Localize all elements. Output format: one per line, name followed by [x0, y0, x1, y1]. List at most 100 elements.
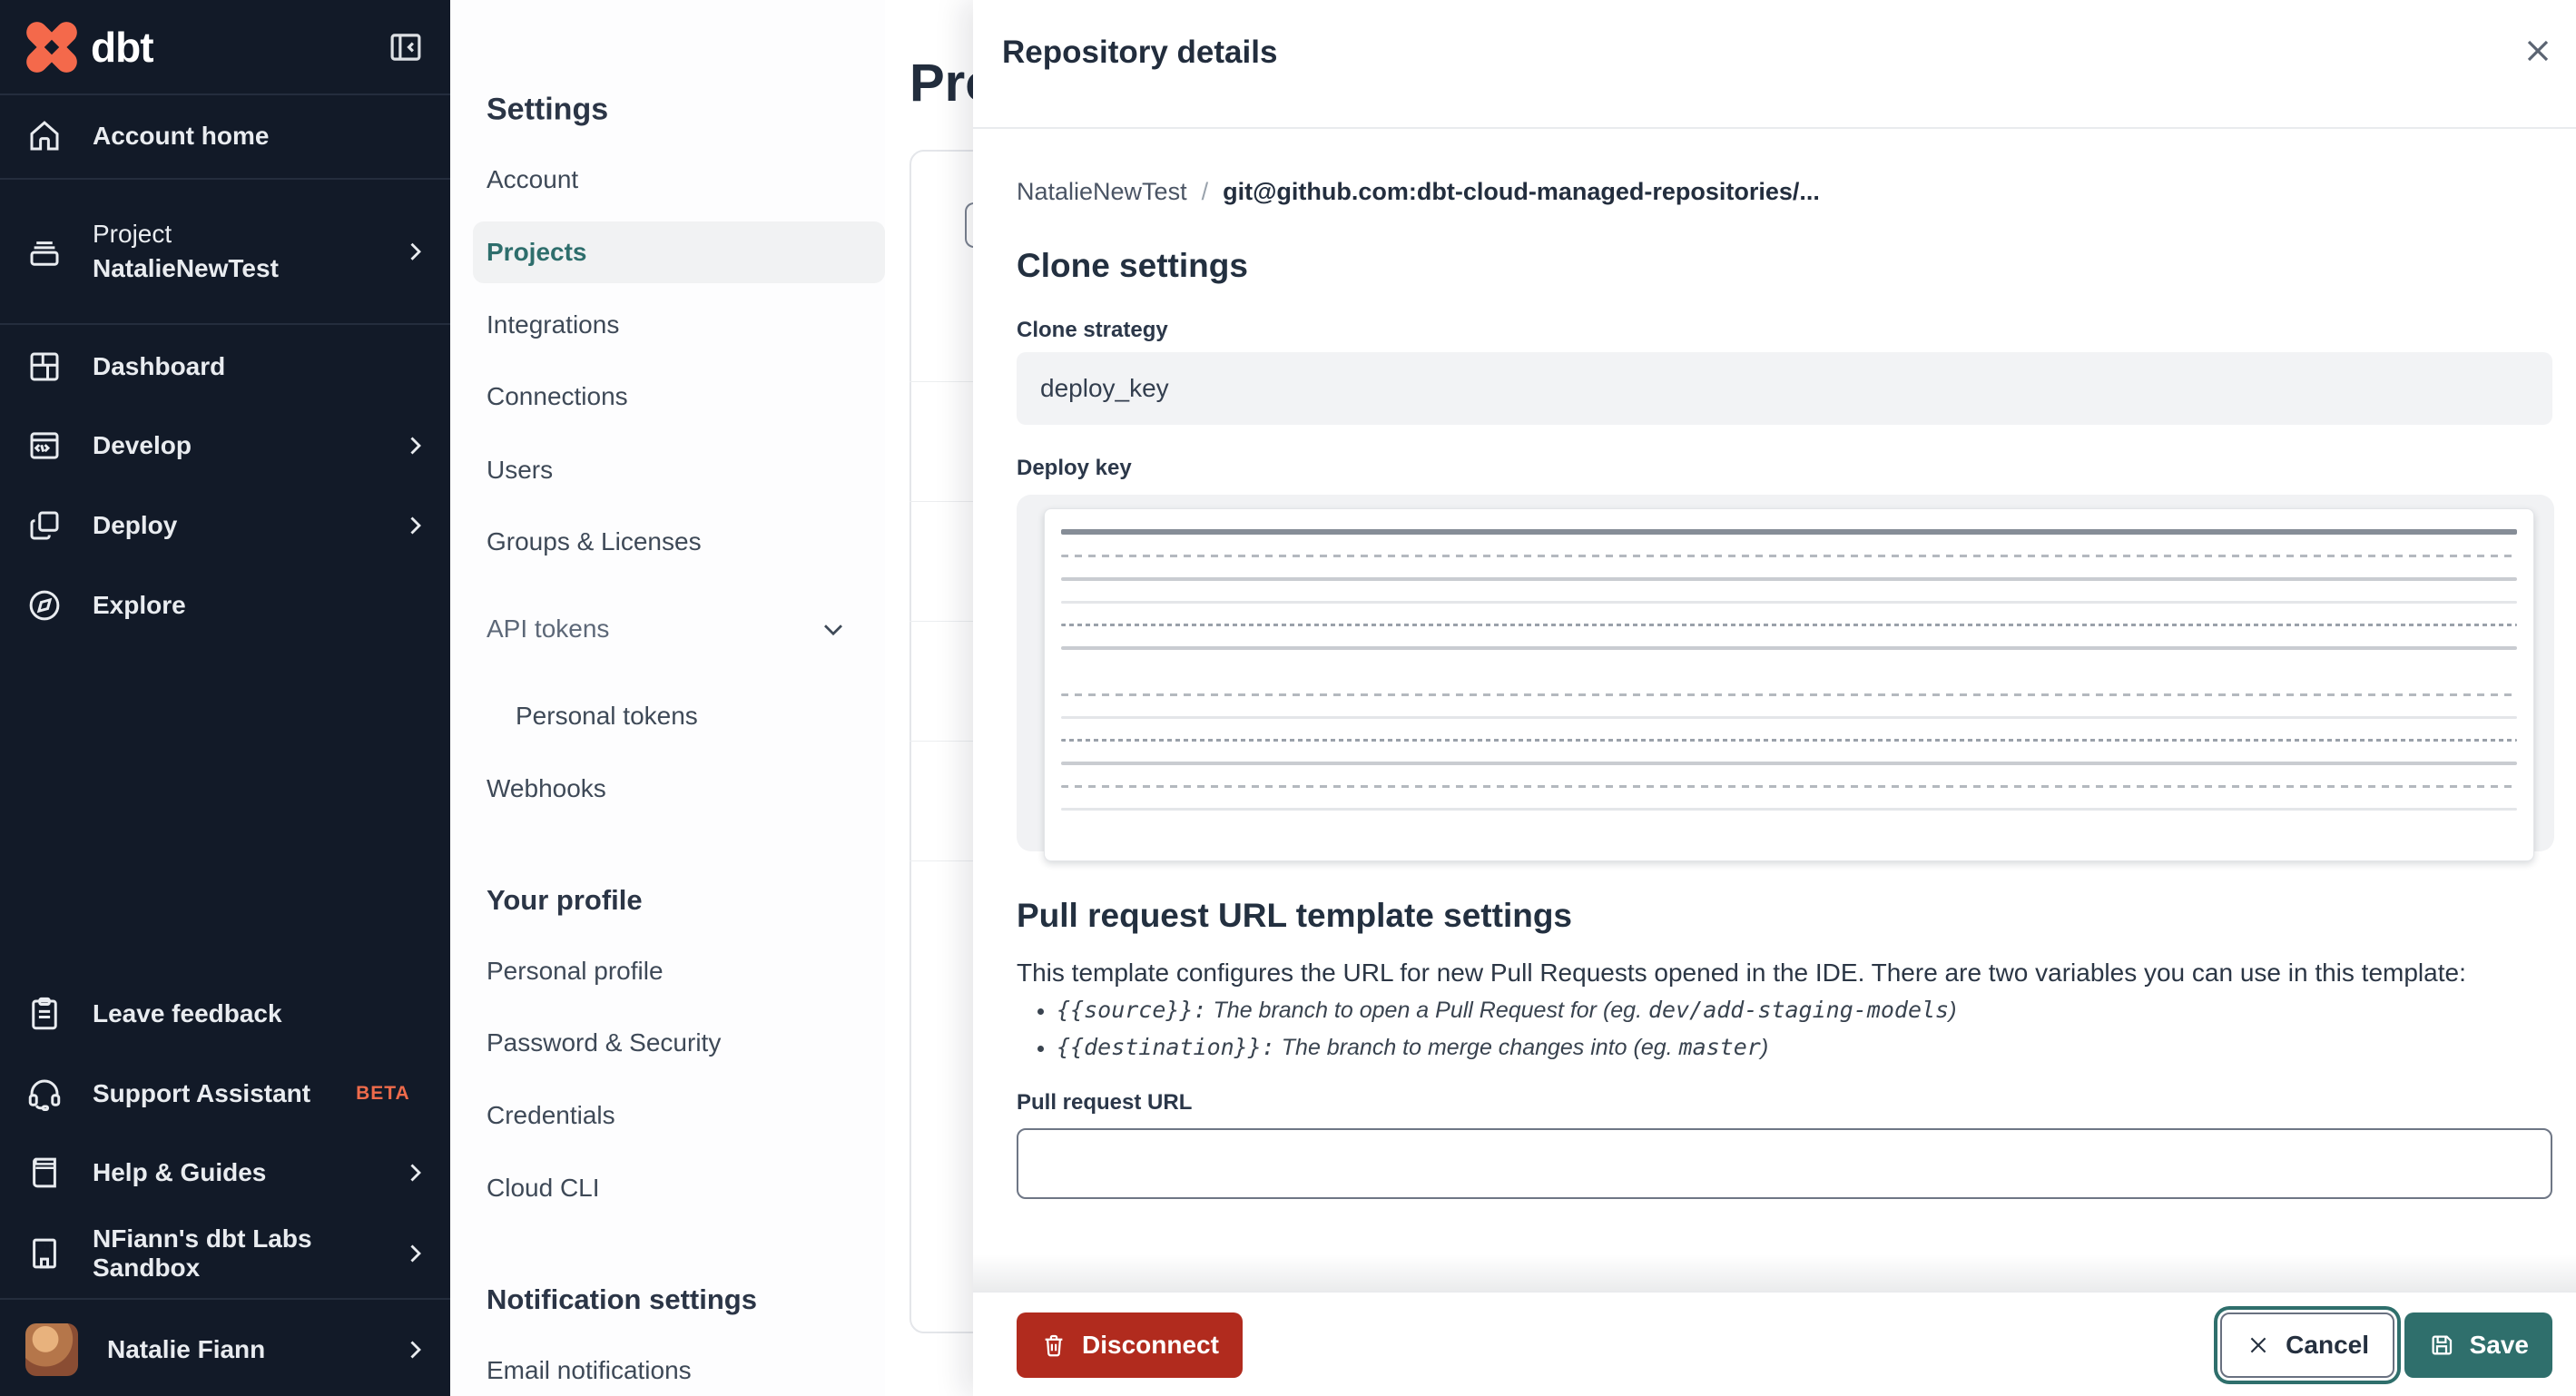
destination-example-code: master	[1678, 1034, 1761, 1060]
sidebar-item-label: Account home	[93, 122, 270, 150]
sidebar-item-explore[interactable]: Explore	[25, 586, 430, 624]
cancel-button[interactable]: Cancel	[2220, 1312, 2394, 1378]
divider	[0, 323, 450, 325]
sidebar-item-account-sandbox[interactable]: NFiann's dbt Labs Sandbox	[25, 1224, 430, 1283]
dbt-logo-icon	[26, 21, 77, 73]
panel-title: Repository details	[1002, 34, 1278, 70]
notification-settings-heading: Notification settings	[487, 1283, 757, 1315]
close-icon[interactable]	[2520, 33, 2556, 69]
nav-item-label: Webhooks	[487, 774, 606, 802]
pull-request-url-input[interactable]	[1017, 1128, 2552, 1199]
sidebar-item-label: Develop	[93, 431, 192, 459]
nav-item-label: Integrations	[487, 310, 620, 339]
divider	[0, 178, 450, 180]
user-name: Natalie Fiann	[107, 1335, 266, 1363]
breadcrumb-project[interactable]: NatalieNewTest	[1017, 178, 1187, 205]
sidebar-user-menu[interactable]: Natalie Fiann	[25, 1323, 430, 1376]
list-item-text: The branch to merge changes into (eg.	[1274, 1035, 1679, 1060]
dbt-logo-text: dbt	[91, 23, 154, 71]
nav-item-email-notifications[interactable]: Email notifications	[487, 1356, 850, 1385]
sidebar-collapse-icon[interactable]	[387, 28, 425, 66]
headset-icon	[25, 1075, 64, 1113]
pr-template-variables-list: {{source}}: The branch to open a Pull Re…	[1024, 997, 1956, 1071]
nav-item-personal-tokens[interactable]: Personal tokens	[516, 702, 850, 731]
background-row-divider	[909, 860, 982, 861]
destination-variable-code: {{destination}}:	[1057, 1034, 1275, 1060]
close-icon	[2246, 1332, 2271, 1358]
chevron-right-icon	[399, 236, 430, 267]
chevron-right-icon	[399, 1238, 430, 1269]
nav-item-api-tokens[interactable]: API tokens	[487, 613, 850, 645]
disconnect-button[interactable]: Disconnect	[1017, 1312, 1243, 1378]
sidebar-item-deploy[interactable]: Deploy	[25, 506, 430, 545]
nav-item-groups-licenses[interactable]: Groups & Licenses	[487, 527, 850, 556]
source-variable-code: {{source}}:	[1057, 997, 1207, 1023]
save-label: Save	[2469, 1331, 2529, 1359]
chevron-right-icon	[399, 510, 430, 541]
sidebar-item-project[interactable]: Project NatalieNewTest	[25, 217, 430, 286]
nav-item-cloud-cli[interactable]: Cloud CLI	[487, 1174, 850, 1203]
sidebar-item-label: Support Assistant	[93, 1079, 311, 1107]
deploy-key-field[interactable]	[1017, 495, 2554, 861]
nav-item-label: Email notifications	[487, 1356, 692, 1384]
divider	[0, 93, 450, 95]
sidebar-item-account-home[interactable]: Account home	[25, 117, 430, 155]
nav-item-users[interactable]: Users	[487, 456, 850, 485]
sidebar-item-support-assistant[interactable]: Support Assistant BETA	[25, 1075, 430, 1113]
deploy-key-redacted-content	[1044, 508, 2534, 861]
pull-request-url-label: Pull request URL	[1017, 1090, 1193, 1115]
nav-item-label: Credentials	[487, 1101, 615, 1129]
home-icon	[25, 117, 64, 155]
list-item-text: )	[1760, 1035, 1769, 1060]
clone-strategy-field: deploy_key	[1017, 352, 2552, 425]
sidebar-item-develop[interactable]: Develop	[25, 427, 430, 465]
save-icon	[2428, 1332, 2455, 1359]
nav-item-label: Users	[487, 456, 554, 484]
settings-nav: Settings Account Projects Integrations C…	[450, 0, 885, 1396]
nav-item-label: API tokens	[487, 614, 610, 643]
deploy-key-label: Deploy key	[1017, 456, 1132, 480]
clone-settings-heading: Clone settings	[1017, 247, 1248, 284]
nav-item-label: Connections	[487, 382, 628, 410]
list-item: {{destination}}: The branch to merge cha…	[1057, 1034, 1956, 1061]
nav-item-label: Personal tokens	[516, 702, 698, 730]
nav-item-integrations[interactable]: Integrations	[487, 310, 850, 339]
list-item-text: )	[1949, 998, 1957, 1023]
settings-heading: Settings	[487, 92, 609, 127]
clone-strategy-value: deploy_key	[1040, 374, 1169, 402]
sidebar-project-line1: Project	[93, 220, 172, 249]
nav-item-connections[interactable]: Connections	[487, 382, 850, 411]
sidebar-item-help-guides[interactable]: Help & Guides	[25, 1154, 430, 1192]
building-icon	[25, 1234, 64, 1273]
nav-item-password-security[interactable]: Password & Security	[487, 1028, 850, 1057]
background-row-divider	[909, 621, 982, 622]
nav-item-label: Account	[487, 165, 579, 193]
breadcrumb: NatalieNewTest / git@github.com:dbt-clou…	[1017, 178, 1820, 206]
pr-template-heading: Pull request URL template settings	[1017, 897, 1572, 934]
sidebar-item-dashboard[interactable]: Dashboard	[25, 348, 430, 386]
sidebar-item-leave-feedback[interactable]: Leave feedback	[25, 995, 430, 1033]
nav-item-credentials[interactable]: Credentials	[487, 1101, 850, 1130]
deploy-icon	[25, 506, 64, 545]
divider	[973, 127, 2576, 129]
nav-item-webhooks[interactable]: Webhooks	[487, 774, 850, 803]
background-row-divider	[909, 381, 982, 382]
clone-strategy-label: Clone strategy	[1017, 318, 1168, 342]
sidebar: dbt Account home	[0, 0, 450, 1396]
save-button[interactable]: Save	[2404, 1312, 2552, 1378]
book-icon	[25, 1154, 64, 1192]
breadcrumb-repo: git@github.com:dbt-cloud-managed-reposit…	[1223, 178, 1820, 205]
beta-badge: BETA	[356, 1083, 410, 1104]
nav-item-personal-profile[interactable]: Personal profile	[487, 957, 850, 986]
nav-item-label: Cloud CLI	[487, 1174, 600, 1202]
nav-item-account[interactable]: Account	[487, 165, 850, 194]
nav-item-projects[interactable]: Projects	[487, 238, 850, 267]
sidebar-item-label: Deploy	[93, 511, 178, 539]
repository-details-panel: Repository details NatalieNewTest / git@…	[973, 0, 2576, 1396]
user-avatar	[25, 1323, 78, 1376]
clipboard-icon	[25, 995, 64, 1033]
source-example-code: dev/add-staging-models	[1647, 997, 1950, 1023]
background-row-divider	[909, 501, 982, 502]
sidebar-project-line2: NatalieNewTest	[93, 254, 279, 282]
